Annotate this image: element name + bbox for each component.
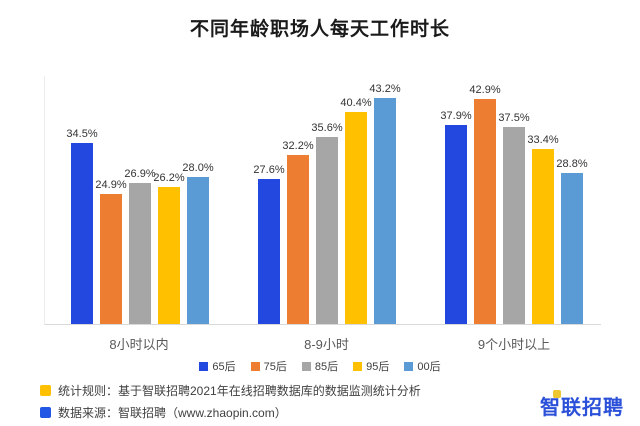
legend-marker [353,361,363,371]
bar-value-label: 33.4% [527,134,559,146]
bar-item: 37.5% [498,112,530,324]
bar-value-label: 37.5% [498,112,530,124]
bar-value-label: 32.2% [282,140,314,152]
legend-label: 00后 [417,361,441,373]
bar-item: 40.4% [340,97,372,324]
logo-accent-dot [553,390,561,398]
bar-value-label: 28.0% [182,162,214,174]
bar-item: 28.0% [182,162,214,324]
bar-value-label: 27.6% [253,164,285,176]
bar-value-label: 37.9% [440,110,472,122]
bar-75后 [474,99,496,324]
bar-00后 [374,98,396,324]
category-axis: 8小时以内 8-9小时 9个小时以上 [44,334,601,353]
legend-marker [301,361,311,371]
bar-item: 27.6% [253,164,285,324]
legend-item: 65后 [199,358,236,374]
bar-group: 27.6% 32.2% 35.6% 40.4% 43.2% [253,76,401,324]
bar-85后 [129,183,151,324]
footnote-row: 数据来源：智联招聘（www.zhaopin.com） [40,404,421,421]
bar-group: 34.5% 24.9% 26.9% 26.2% 28.0% [66,76,214,324]
bar-item: 26.9% [124,168,156,324]
chart-area: 34.5% 24.9% 26.9% 26.2% 28.0% 27.6% 32.2% 35.6%… [44,76,601,353]
legend-label: 75后 [263,361,287,373]
bar-value-label: 40.4% [340,97,372,109]
bar-95后 [158,187,180,324]
legend-label: 95后 [366,361,390,373]
legend-marker [404,361,414,371]
bar-value-label: 26.2% [153,172,185,184]
bar-65后 [445,125,467,324]
bar-75后 [100,194,122,324]
legend-item: 00后 [404,358,441,374]
bar-value-label: 35.6% [311,122,343,134]
bar-item: 37.9% [440,110,472,324]
chart-title: 不同年龄职场人每天工作时长 [189,19,450,40]
category-label: 9个小时以上 [477,337,551,352]
legend-marker [199,361,209,371]
bar-95后 [532,149,554,324]
bar-value-label: 26.9% [124,168,156,180]
bar-65后 [258,179,280,324]
legend-label: 85后 [314,361,339,373]
bar-item: 24.9% [95,179,127,324]
bar-item: 43.2% [369,83,401,324]
bar-item: 33.4% [527,134,559,324]
bar-item: 42.9% [469,84,501,324]
bar-item: 34.5% [66,128,98,324]
plot-area: 34.5% 24.9% 26.9% 26.2% 28.0% 27.6% 32.2% 35.6%… [44,76,601,325]
footnote-text: 统计规则：基于智联招聘2021年在线招聘数据库的数据监测统计分析 [58,384,421,398]
bar-group: 37.9% 42.9% 37.5% 33.4% 28.8% [440,76,588,324]
category-label: 8小时以内 [109,337,169,352]
bar-95后 [345,112,367,324]
bar-item: 28.8% [556,158,588,324]
bar-item: 32.2% [282,140,314,324]
footnote-text: 数据来源：智联招聘（www.zhaopin.com） [58,406,287,420]
bar-value-label: 43.2% [369,83,401,95]
legend: 65后 75后 85后 95后 00后 [0,358,640,374]
legend-marker [250,361,260,371]
footnotes: 统计规则：基于智联招聘2021年在线招聘数据库的数据监测统计分析 数据来源：智联招… [40,382,421,426]
bar-00后 [561,173,583,324]
bar-00后 [187,177,209,324]
bar-75后 [287,155,309,324]
category-label: 8-9小时 [304,337,349,352]
bar-65后 [71,143,93,324]
bar-value-label: 28.8% [556,158,588,170]
bar-value-label: 42.9% [469,84,501,96]
footnote-row: 统计规则：基于智联招聘2021年在线招聘数据库的数据监测统计分析 [40,382,421,399]
bar-value-label: 24.9% [95,179,127,191]
legend-item: 75后 [250,358,287,374]
legend-label: 65后 [212,361,236,373]
bar-item: 35.6% [311,122,343,324]
bar-groups-container: 34.5% 24.9% 26.9% 26.2% 28.0% 27.6% 32.2% 35.6%… [45,76,601,324]
legend-item: 85后 [301,358,339,374]
bar-value-label: 34.5% [66,128,98,140]
footnote-marker [40,407,51,418]
brand-logo-text: 智联招聘 [540,397,624,419]
bar-85后 [503,127,525,324]
bar-item: 26.2% [153,172,185,324]
bar-85后 [316,137,338,324]
footnote-marker [40,385,51,396]
legend-item: 95后 [353,358,389,374]
brand-logo: 智联招聘 [540,390,624,420]
